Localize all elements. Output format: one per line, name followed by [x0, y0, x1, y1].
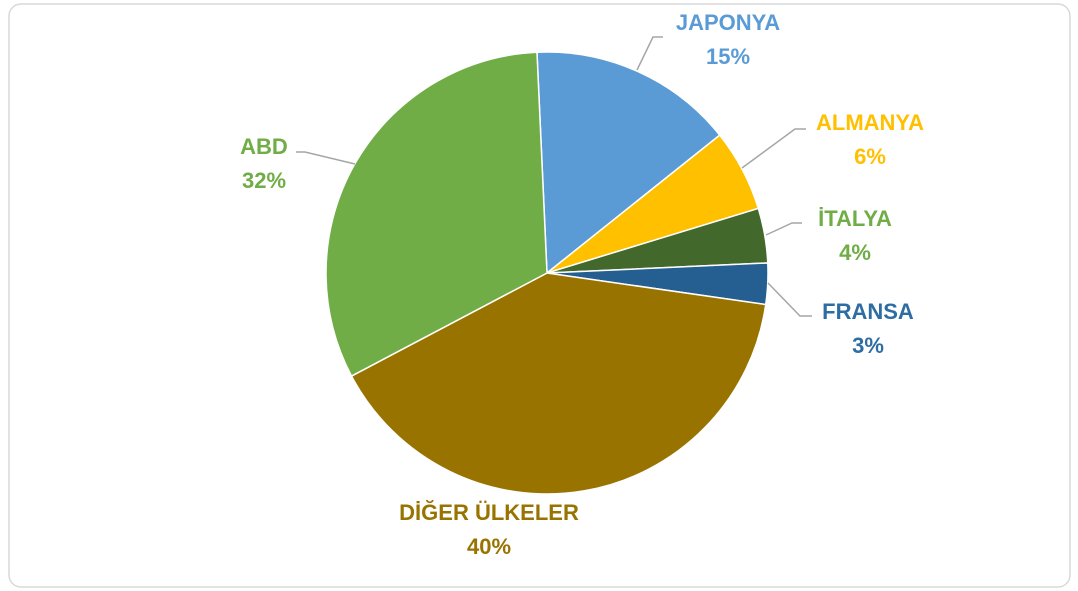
data-label-almanya-category: ALMANYA: [816, 110, 924, 135]
leader-line-japonya: [636, 36, 663, 71]
data-label-italya-category: İTALYA: [818, 206, 892, 231]
pie-slice-abd: [325, 51, 548, 378]
pie-slice-diger-ulkeler: [350, 272, 767, 495]
data-label-japonya-category: JAPONYA: [676, 10, 780, 35]
leader-line-fransa: [767, 282, 812, 317]
leader-line-italya: [765, 222, 802, 236]
data-label-almanya-value: 6%: [854, 144, 886, 169]
leader-line-abd: [296, 151, 356, 165]
leader-lines: [296, 36, 812, 317]
leader-line-almanya: [741, 128, 806, 169]
pie-slice-japonya: [536, 51, 721, 275]
data-label-italya-value: 4%: [839, 240, 871, 265]
data-label-diger-ulkeler-category: DİĞER ÜLKELER: [399, 500, 579, 525]
data-label-japonya-value: 15%: [706, 44, 750, 69]
data-label-abd-value: 32%: [242, 168, 286, 193]
data-label-diger-ulkeler-value: 40%: [467, 534, 511, 559]
data-label-fransa-value: 3%: [852, 333, 884, 358]
data-label-fransa-category: FRANSA: [822, 299, 914, 324]
data-labels: JAPONYA 15% ALMANYA 6% İTALYA 4% FRANSA 3% DİĞER…: [240, 10, 924, 559]
data-label-abd-category: ABD: [240, 134, 288, 159]
pie-slices: [325, 51, 769, 495]
